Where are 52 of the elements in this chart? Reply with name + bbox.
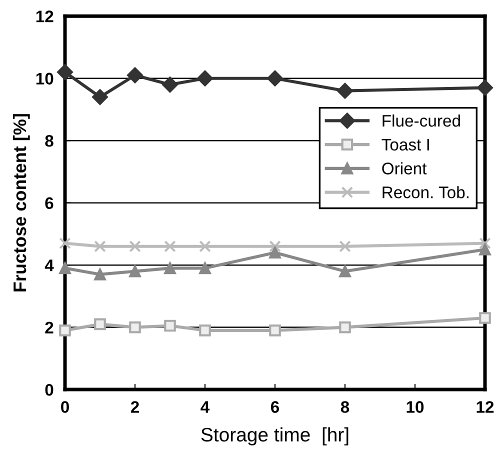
y-tick-label: 8 — [45, 135, 54, 147]
y-axis-title: Fructose content [%] — [12, 114, 30, 292]
point — [339, 265, 351, 278]
x-tick-label: 12 — [476, 401, 494, 413]
y-tick-label: 4 — [44, 260, 54, 272]
point — [129, 240, 141, 252]
point — [59, 324, 71, 336]
x-tick-label: 8 — [340, 401, 350, 413]
y-tick-label: 12 — [36, 10, 54, 22]
point — [479, 237, 491, 250]
point — [199, 262, 211, 274]
point — [199, 324, 211, 336]
point — [269, 240, 281, 252]
point — [94, 240, 106, 252]
point — [127, 67, 143, 84]
legend-label: Recon. Tob. — [382, 186, 468, 198]
point — [269, 324, 281, 336]
point — [337, 82, 353, 99]
legend-label: Toast I — [382, 138, 429, 151]
x-tick-label: 2 — [130, 401, 139, 413]
x-axis-title: Storage time [hr] — [201, 427, 348, 446]
point — [164, 262, 176, 274]
point — [267, 70, 283, 86]
point — [164, 320, 176, 332]
y-tick-label: 6 — [45, 197, 54, 210]
legend-label: Orient — [382, 162, 427, 174]
point — [479, 244, 491, 256]
point — [164, 240, 176, 252]
point — [129, 265, 141, 278]
point — [339, 240, 351, 252]
point — [92, 89, 108, 105]
x-tick-label: 10 — [406, 401, 424, 413]
y-tick-label: 2 — [45, 322, 54, 334]
point — [197, 70, 213, 86]
x-tick-label: 0 — [61, 401, 69, 413]
point — [94, 268, 106, 280]
point — [94, 318, 106, 330]
point — [339, 321, 351, 334]
point — [477, 80, 493, 96]
point — [59, 262, 71, 274]
point — [162, 76, 178, 93]
y-tick-label: 0 — [45, 384, 54, 396]
x-tick-label: 4 — [200, 401, 210, 413]
point — [199, 240, 211, 252]
point — [59, 237, 71, 250]
point — [479, 312, 491, 324]
point — [129, 321, 141, 334]
y-tick-label: 10 — [36, 72, 54, 85]
point — [57, 64, 73, 80]
point — [269, 246, 281, 259]
x-tick-label: 6 — [270, 401, 280, 413]
legend-label: Flue-cured — [382, 114, 460, 127]
